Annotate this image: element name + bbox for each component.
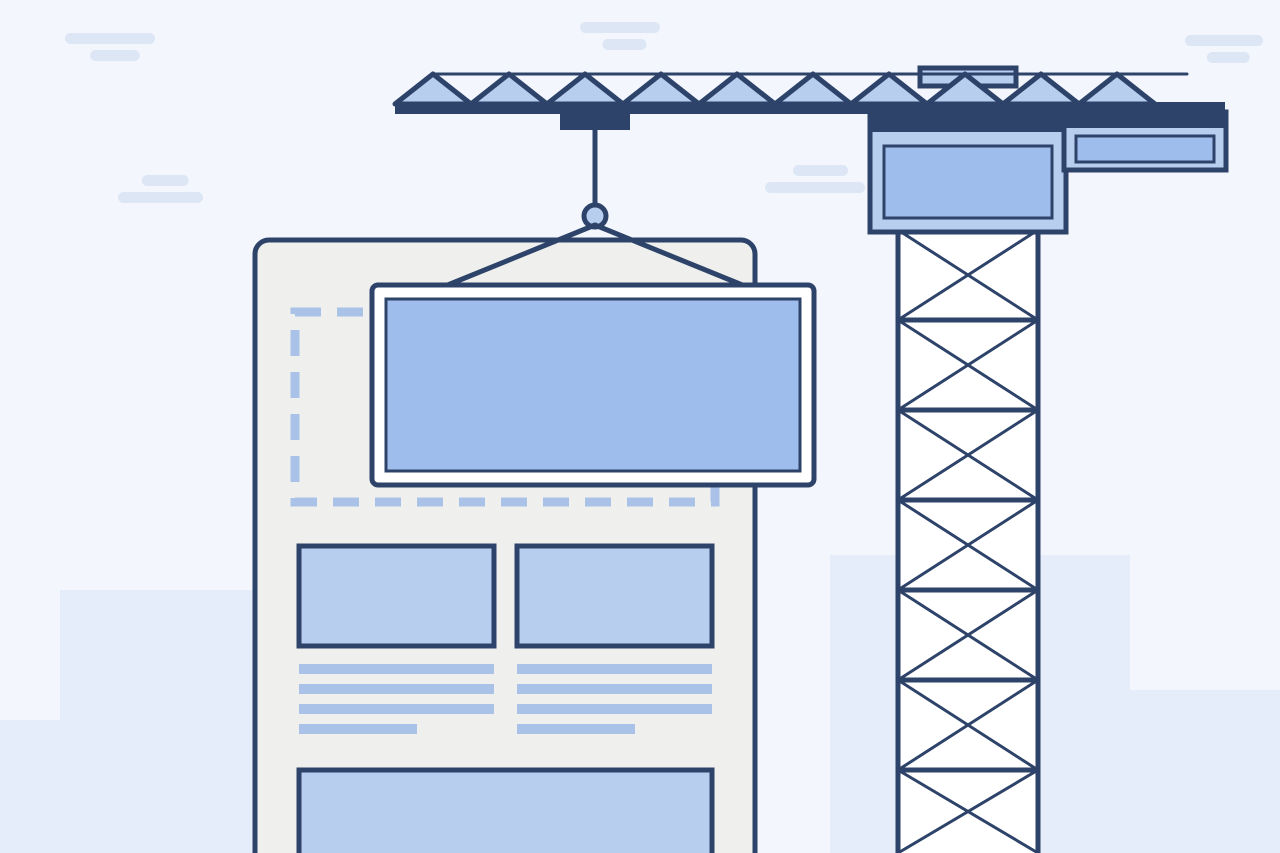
crane-trolley <box>560 112 630 130</box>
text-line-placeholder <box>517 704 712 714</box>
content-image-placeholder-0 <box>299 546 494 646</box>
text-line-placeholder <box>517 664 712 674</box>
text-line-placeholder <box>517 684 712 694</box>
skyline-block <box>1105 690 1280 853</box>
crane-cab <box>870 112 1066 232</box>
content-image-placeholder-1 <box>517 546 712 646</box>
text-line-placeholder <box>299 684 494 694</box>
under-construction-illustration <box>0 0 1280 853</box>
text-line-placeholder <box>299 704 494 714</box>
text-line-placeholder <box>299 664 494 674</box>
footer-placeholder <box>299 770 712 853</box>
crane-counterweight <box>1064 112 1226 170</box>
skyline-block <box>60 590 255 853</box>
hero-content-block <box>372 285 814 485</box>
text-line-placeholder <box>299 724 417 734</box>
text-line-placeholder <box>517 724 635 734</box>
